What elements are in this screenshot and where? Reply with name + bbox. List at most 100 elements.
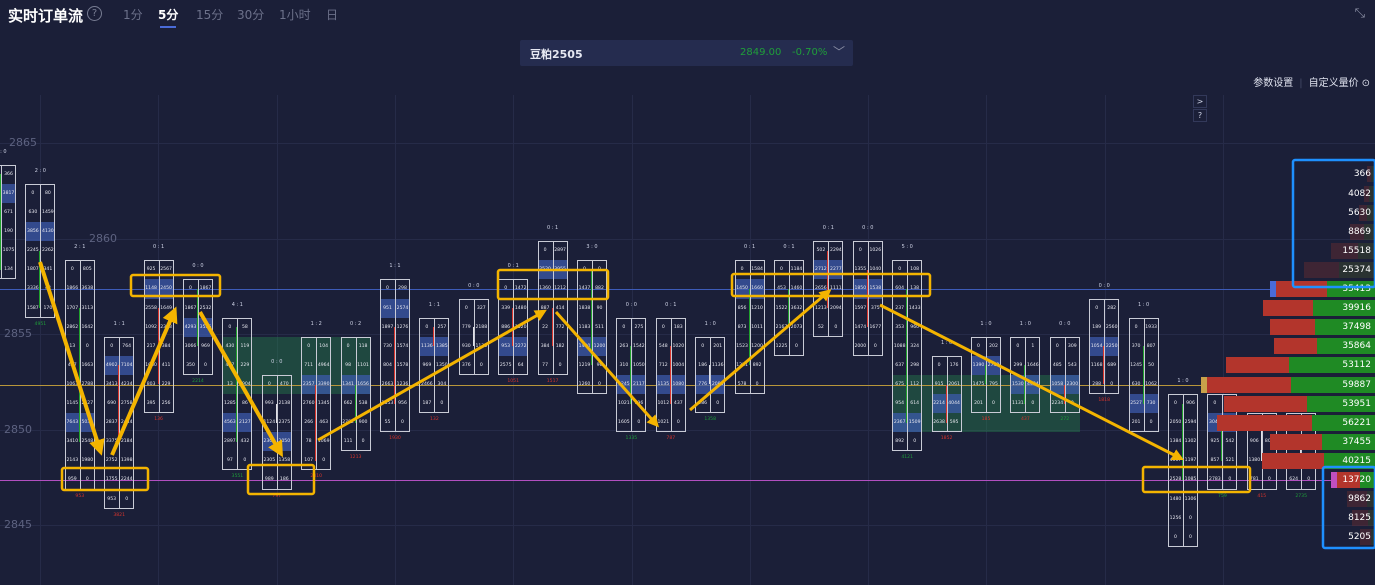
ask-volume: 1656 (357, 381, 369, 387)
ask-volume: 2138 (278, 401, 291, 407)
ask-volume: 807 (1146, 343, 1156, 349)
candle-imbalance-count: 0 : 1 (507, 263, 519, 270)
bid-volume: 4563 (224, 420, 236, 426)
y-axis-label: 2845 (4, 518, 32, 532)
bid-volume: 2050 (1169, 420, 1182, 426)
volume-profile-marker (1201, 376, 1207, 393)
bid-volume: 959 (67, 477, 77, 483)
bid-volume: 1219 (578, 362, 591, 368)
volume-profile-sell (1303, 261, 1340, 278)
ask-volume: 170 (43, 305, 53, 311)
ask-volume: 2567 (160, 267, 172, 273)
bid-volume: 0 (70, 267, 74, 273)
bid-volume: 477 (225, 362, 235, 368)
candle-imbalance-count: 0 : 1 (743, 244, 756, 251)
bid-volume: 781 (1249, 477, 1259, 483)
candle-imbalance-count: 1 : 0 (704, 320, 716, 327)
ask-volume: 1075 (2, 248, 15, 254)
volume-profile-marker (1269, 281, 1276, 297)
bid-volume: 189 (1092, 324, 1102, 330)
ask-volume: 1212 (554, 286, 566, 292)
bid-volume: 2752 (105, 458, 118, 464)
candle-divider (1, 164, 2, 280)
tab-5min[interactable]: 5分 (158, 8, 179, 28)
expand-button[interactable]: > (1193, 95, 1207, 108)
candle-imbalance-count: 1 : 0 (980, 320, 992, 327)
ask-volume: 1398 (120, 458, 133, 464)
ask-volume: 0 (243, 458, 247, 464)
ask-volume: 595 (949, 420, 959, 426)
bid-volume: 0 (1174, 534, 1177, 540)
ask-volume: 4130 (42, 229, 54, 235)
volume-profile-buy (1324, 452, 1375, 469)
tab-30min[interactable]: 30分 (237, 8, 265, 22)
bid-volume: 0 (740, 267, 744, 273)
volume-profile-total: 366 (1353, 169, 1371, 180)
ask-volume: 795 (989, 381, 998, 387)
bid-volume: 1092 (145, 324, 157, 330)
ask-volume: 0 (361, 439, 365, 445)
bid-volume: 0 (267, 381, 271, 387)
candle-divider (1183, 394, 1184, 547)
bid-volume: 2367 (893, 420, 906, 426)
settings-link[interactable]: 参数设置 (1253, 78, 1294, 89)
ask-volume: 0 (637, 420, 641, 426)
ask-volume: 1210 (751, 305, 763, 311)
ask-volume: 3390 (317, 381, 330, 387)
volume-profile-total: 5205 (1348, 532, 1371, 543)
tab-day[interactable]: 日 (326, 8, 339, 22)
grid-vline (1223, 95, 1224, 585)
ask-volume: 0 (676, 420, 680, 426)
bid-volume: 3040 (1209, 420, 1221, 426)
help-icon[interactable]: ? (87, 6, 102, 21)
ask-volume: 1111 (830, 286, 842, 292)
ask-volume: 671 (4, 210, 13, 216)
candle-imbalance-count: 0 : 1 (546, 225, 559, 232)
ask-volume: 1542 (633, 343, 645, 349)
ask-volume: 341 (43, 267, 53, 273)
tab-1min[interactable]: 1分 (123, 8, 143, 22)
ask-volume: 183 (673, 324, 683, 330)
volume-profile-total: 37455 (1342, 436, 1371, 447)
custom-volume-price-link[interactable]: 自定义量价 (1308, 78, 1359, 89)
bid-volume: 2638 (933, 420, 945, 426)
bid-volume: 1054 (1090, 343, 1103, 349)
candle-divider (237, 317, 239, 471)
chart-help-button[interactable]: ? (1193, 109, 1207, 122)
bid-volume: 2234 (1051, 401, 1064, 407)
tab-1hour[interactable]: 1小时 (279, 8, 311, 22)
candle-imbalance-count: 0 : 0 (1098, 282, 1110, 289)
bid-volume: 350 (186, 362, 195, 368)
candle-delta: 437 (1021, 417, 1030, 423)
bid-volume: 886 (501, 324, 511, 330)
ask-volume: 186 (279, 477, 289, 483)
ask-volume: 134 (4, 267, 13, 273)
ask-volume: 2897 (554, 248, 566, 254)
volume-profile-sell (1275, 281, 1328, 297)
ask-volume: 2294 (830, 248, 842, 254)
candle-delta: 2735 (1295, 493, 1308, 499)
candle-delta: 1335 (625, 436, 638, 442)
ask-volume: 2574 (396, 305, 409, 311)
candle-delta: 1517 (546, 378, 559, 384)
shrink-icon[interactable]: ⤡ (1354, 6, 1365, 21)
ask-volume: 90 (596, 305, 603, 311)
gear-icon[interactable]: ⊙ (1361, 78, 1370, 89)
tab-15min[interactable]: 15分 (196, 8, 224, 22)
bid-volume: 2361 (263, 439, 276, 445)
bid-volume: 1131 (1012, 401, 1024, 407)
candle-delta: 2310 (310, 474, 323, 480)
chevron-down-icon[interactable]: ﹀ (833, 45, 846, 59)
bid-volume: 2760 (302, 401, 315, 407)
bid-volume: 13 (69, 343, 76, 349)
footprint-candle[interactable] (0, 164, 16, 280)
bid-volume: 0 (1213, 401, 1217, 407)
symbol-selector[interactable]: 豆粕2505 2849.00 -0.70% ﹀ (520, 40, 853, 66)
ask-volume: 1085 (1184, 477, 1197, 483)
ask-volume: 182 (555, 343, 565, 349)
candle-delta: 4121 (901, 455, 914, 461)
ask-volume: 4434 (1027, 381, 1039, 387)
candle-divider (552, 241, 554, 375)
ask-volume: 0 (1110, 381, 1114, 387)
